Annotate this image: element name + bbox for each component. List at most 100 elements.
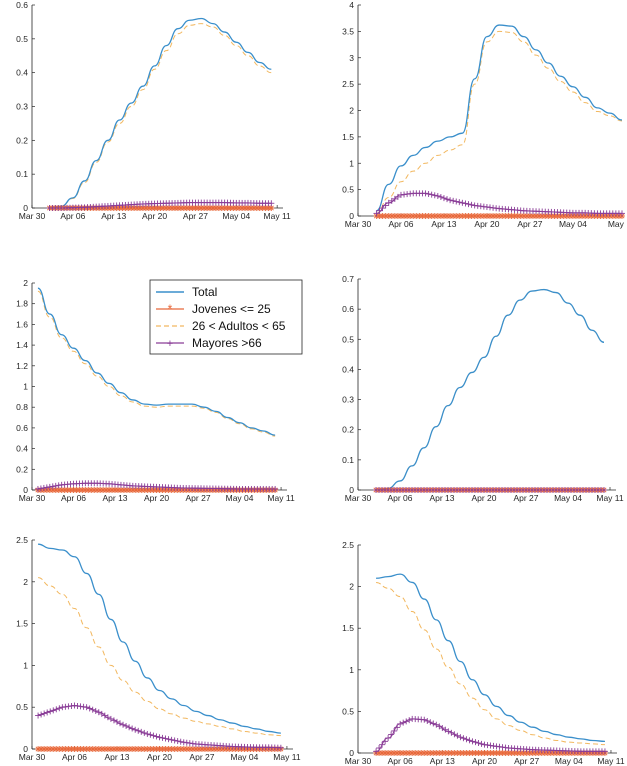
y-tick-label: 1 <box>349 665 354 675</box>
y-tick-label: 2 <box>349 106 354 116</box>
marker-mayores <box>394 193 401 200</box>
x-tick-label: Apr 27 <box>514 756 539 766</box>
x-tick-label: May 04 <box>222 211 250 221</box>
marker-mayores <box>465 201 472 208</box>
marker-mayores <box>444 196 451 203</box>
marker-mayores <box>141 729 148 736</box>
marker-mayores <box>457 734 464 741</box>
x-tick-label: Mar 30 <box>345 219 372 229</box>
y-tick-label: 2 <box>349 582 354 592</box>
marker-mayores <box>56 705 63 712</box>
y-tick-label: 0.4 <box>16 444 28 454</box>
y-tick-label: 0 <box>23 485 28 495</box>
marker-mayores <box>177 738 184 745</box>
marker-mayores <box>126 724 133 731</box>
x-tick-label: Apr 20 <box>142 211 167 221</box>
y-tick-label: 0.8 <box>16 402 28 412</box>
x-tick-label: Apr 20 <box>471 493 496 503</box>
marker-mayores <box>117 720 124 727</box>
series-line-total <box>376 24 623 212</box>
x-tick-label: Apr 20 <box>144 493 169 503</box>
y-tick-label: 2.5 <box>342 79 354 89</box>
marker-mayores <box>162 735 169 742</box>
marker-mayores <box>53 706 60 713</box>
legend-label-total: Total <box>192 285 217 299</box>
legend-entry-total: Total <box>156 285 217 299</box>
y-tick-label: 0.5 <box>342 185 354 195</box>
marker-mayores <box>35 712 42 719</box>
x-tick-label: Apr 13 <box>102 493 127 503</box>
marker-mayores <box>478 740 485 747</box>
marker-mayores <box>110 717 117 724</box>
subplot-6: 0 0.5 1 1.5 2 2.5 Mar 30 Apr 06 Apr 13 Apr 20 Apr … <box>342 540 625 766</box>
marker-mayores <box>453 198 460 205</box>
subplot-5: 0 0.5 1 1.5 2 2.5 Mar 30 Apr 06 Apr 13 Apr 20 Apr … <box>16 535 301 762</box>
x-tick-label: Apr 06 <box>388 756 413 766</box>
marker-mayores <box>463 736 470 743</box>
marker-mayores <box>424 717 431 724</box>
y-tick-label: 0.4 <box>16 68 28 78</box>
marker-mayores <box>113 718 120 725</box>
x-tick-label: Mar 30 <box>19 493 46 503</box>
series-line-adultos <box>376 30 623 214</box>
marker-mayores <box>436 723 443 730</box>
marker-mayores <box>132 726 139 733</box>
y-tick-label: 1.8 <box>16 299 28 309</box>
x-tick-label: Apr 27 <box>186 493 211 503</box>
y-tick-label: 0.2 <box>16 135 28 145</box>
marker-mayores <box>425 190 432 197</box>
y-tick-label: 3 <box>349 53 354 63</box>
marker-mayores <box>43 484 50 491</box>
series-line-adultos <box>375 289 605 491</box>
marker-mayores <box>468 201 475 208</box>
marker-mayores <box>388 731 395 738</box>
y-tick-label: 1.4 <box>16 340 28 350</box>
marker-mayores <box>268 200 275 207</box>
x-tick-label: May 11 <box>267 493 295 503</box>
x-tick-label: Apr 13 <box>104 752 129 762</box>
y-tick-label: 0.7 <box>342 274 354 284</box>
marker-mayores <box>439 725 446 732</box>
marker-mayores <box>37 485 44 492</box>
y-tick-label: 0.3 <box>342 395 354 405</box>
marker-mayores <box>601 748 608 755</box>
marker-mayores <box>472 739 479 746</box>
marker-mayores <box>442 726 449 733</box>
x-tick-label: Apr 13 <box>429 493 454 503</box>
marker-mayores <box>50 707 57 714</box>
marker-mayores <box>462 200 469 207</box>
series-line-total <box>49 17 272 209</box>
marker-mayores <box>447 197 454 204</box>
marker-mayores <box>469 738 476 745</box>
series-line-adultos <box>37 290 276 437</box>
x-tick-label: May 04 <box>559 219 587 229</box>
marker-mayores <box>373 210 380 217</box>
marker-mayores <box>466 737 473 744</box>
marker-mayores <box>165 736 172 743</box>
marker-mayores <box>123 723 130 730</box>
marker-mayores <box>448 729 455 736</box>
x-tick-label: Mar 30 <box>19 211 46 221</box>
marker-mayores <box>459 199 466 206</box>
y-tick-label: 1.5 <box>16 619 28 629</box>
marker-mayores <box>428 191 435 198</box>
marker-mayores <box>138 728 145 735</box>
legend-entry-jovenes: * Jovenes <= 25 <box>156 302 271 316</box>
subplot-3: 0 0.2 0.4 0.6 0.8 1 1.2 1.4 1.6 1.8 2 Mar 30 Apr 06 A… <box>16 278 295 503</box>
y-tick-label: 0 <box>349 211 354 221</box>
marker-mayores <box>450 197 457 204</box>
x-tick-label: Apr 06 <box>61 493 86 503</box>
marker-mayores <box>44 709 51 716</box>
marker-mayores <box>171 737 178 744</box>
y-tick-label: 0.2 <box>16 464 28 474</box>
y-tick-label: 4 <box>349 0 354 10</box>
legend-entry-adultos: 26 < Adultos < 65 <box>156 319 286 333</box>
series-line-adultos <box>376 581 605 746</box>
marker-mayores <box>277 744 284 751</box>
y-tick-label: 0.5 <box>342 334 354 344</box>
marker-mayores <box>445 728 452 735</box>
marker-mayores <box>174 738 181 745</box>
x-tick-label: Mar 30 <box>19 752 46 762</box>
x-tick-label: Apr 06 <box>60 211 85 221</box>
